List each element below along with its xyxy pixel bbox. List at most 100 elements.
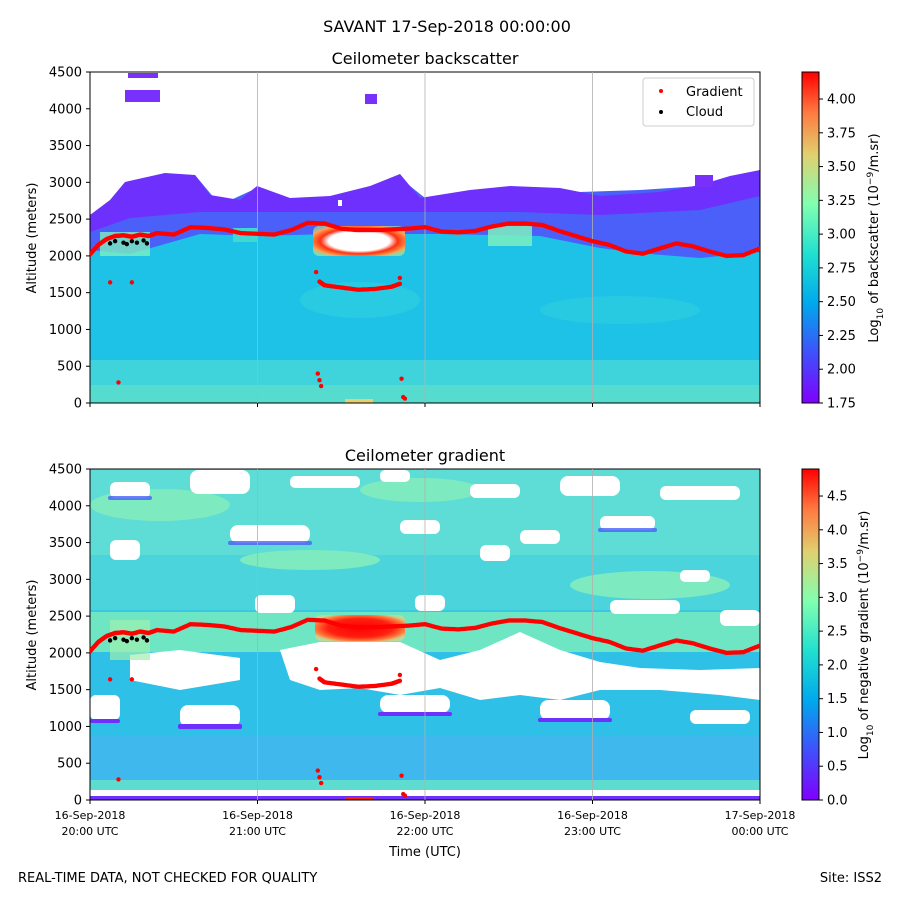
colorbar-tick-label: 2.50 — [827, 295, 856, 310]
top-y-ticks: 0 500 1000 1500 2000 2500 3000 3500 4000 4500 — [49, 66, 90, 412]
top-colorbar-ticks: 1.75 2.00 2.25 2.50 2.75 3.00 3.25 3.50 3.75 4.00 — [819, 93, 856, 412]
gradient-point — [313, 666, 319, 672]
gradient-point — [315, 371, 320, 376]
colorbar-tick-label: 1.5 — [827, 692, 848, 707]
gradient-point — [318, 780, 324, 786]
x-tick-time: 22:00 UTC — [396, 825, 453, 838]
colorbar-tick-label: 4.5 — [827, 490, 848, 505]
cloud-point — [124, 638, 130, 644]
colorbar-tick-label: 3.50 — [827, 160, 856, 175]
gradient-point — [397, 275, 403, 281]
y-tick-label: 1500 — [49, 683, 82, 698]
cloud-point — [144, 638, 150, 643]
y-tick-label: 3500 — [49, 536, 82, 551]
top-y-axis-label: Altitude (meters) — [25, 183, 40, 294]
cloud-point — [107, 241, 113, 246]
y-tick-label: 3500 — [49, 139, 82, 154]
bottom-x-axis-label: Time (UTC) — [388, 845, 461, 860]
colorbar-tick-label: 3.75 — [827, 126, 856, 141]
y-tick-label: 2500 — [49, 213, 82, 228]
colorbar-tick-label: 2.0 — [827, 658, 848, 673]
top-colorbar: 1.75 2.00 2.25 2.50 2.75 3.00 3.25 3.50 3.75 4.00… — [801, 71, 886, 412]
colorbar-tick-label: 1.0 — [827, 726, 848, 741]
cloud-point — [134, 637, 140, 642]
x-tick-time: 23:00 UTC — [564, 825, 621, 838]
top-gridlines — [257, 72, 593, 403]
x-tick-date: 17-Sep-2018 — [725, 809, 796, 822]
cloud-point — [129, 635, 135, 641]
cloud-point — [107, 638, 113, 643]
y-tick-label: 4500 — [49, 66, 82, 81]
legend-gradient-label: Gradient — [686, 85, 743, 100]
gradient-point — [397, 281, 403, 287]
y-tick-label: 4000 — [49, 499, 82, 514]
gradient-point — [399, 773, 404, 778]
colorbar-tick-label: 2.75 — [827, 261, 856, 276]
cloud-point — [129, 238, 135, 244]
x-tick-time: 00:00 UTC — [731, 825, 788, 838]
colorbar-tick-label: 3.00 — [827, 228, 856, 243]
footer-quality-note: REAL-TIME DATA, NOT CHECKED FOR QUALITY — [18, 871, 317, 886]
legend-gradient-marker — [659, 89, 663, 93]
colorbar-tick-label: 2.00 — [827, 363, 856, 378]
gradient-point — [116, 380, 121, 385]
bottom-x-ticks: 16-Sep-2018 20:00 UTC 16-Sep-2018 21:00 UTC… — [55, 800, 796, 838]
x-tick-time: 20:00 UTC — [61, 825, 118, 838]
top-legend: Gradient Cloud — [642, 77, 755, 127]
gradient-point — [318, 383, 324, 389]
colorbar-tick-label: 3.5 — [827, 557, 848, 572]
x-tick-date: 16-Sep-2018 — [222, 809, 293, 822]
cloud-point — [121, 637, 126, 642]
gradient-point — [129, 677, 135, 682]
gradient-point — [129, 280, 135, 285]
top-x-ticks — [89, 403, 761, 407]
top-axes: 0 500 1000 1500 2000 2500 3000 3500 4000 4500 — [49, 66, 761, 412]
bottom-colorbar-label: Log10 of negative gradient (10−9/m.sr) — [856, 511, 876, 760]
bottom-y-axis-label: Altitude (meters) — [25, 580, 40, 691]
bottom-axes: 0 500 1000 1500 2000 2500 3000 3500 4000 4500 16-… — [49, 463, 795, 839]
y-tick-label: 1500 — [49, 286, 82, 301]
figure-title: SAVANT 17-Sep-2018 00:00:00 — [323, 17, 571, 36]
gradient-point — [116, 777, 121, 782]
cloud-point — [112, 635, 118, 641]
x-tick-date: 16-Sep-2018 — [55, 809, 126, 822]
gradient-point — [402, 793, 408, 798]
colorbar-tick-label: 0.5 — [827, 760, 848, 775]
y-tick-label: 2500 — [49, 610, 82, 625]
y-tick-label: 1000 — [49, 720, 82, 735]
cloud-point — [112, 238, 118, 244]
gradient-point — [402, 396, 408, 401]
gradient-point — [757, 643, 760, 648]
gradient-point — [399, 376, 404, 381]
top-chart-title: Ceilometer backscatter — [332, 49, 519, 68]
colorbar-tick-label: 2.5 — [827, 625, 848, 640]
cloud-point — [141, 635, 146, 640]
footer-site: Site: ISS2 — [820, 871, 882, 886]
gradient-point — [107, 677, 113, 682]
bottom-y-ticks: 0 500 1000 1500 2000 2500 3000 3500 4000 4500 — [49, 463, 90, 809]
y-tick-label: 3000 — [49, 176, 82, 191]
y-tick-label: 0 — [74, 794, 82, 809]
colorbar-tick-label: 4.0 — [827, 523, 848, 538]
gradient-point — [317, 377, 322, 383]
top-colorbar-label: Log10 of backscatter (10−9/m.sr) — [866, 133, 886, 342]
colorbar-tick-label: 3.25 — [827, 194, 856, 209]
cloud-point — [141, 238, 146, 243]
colorbar-tick-label: 1.75 — [827, 397, 856, 412]
colorbar-tick-label: 3.0 — [827, 591, 848, 606]
x-tick-date: 16-Sep-2018 — [390, 809, 461, 822]
colorbar-tick-label: 0.0 — [827, 794, 848, 809]
y-tick-label: 4000 — [49, 102, 82, 117]
gradient-point — [397, 678, 403, 684]
bottom-gridlines — [257, 469, 593, 800]
cloud-point — [124, 241, 130, 247]
colorbar-tick-label: 4.00 — [827, 93, 856, 108]
gradient-point — [397, 672, 403, 678]
top-markers — [90, 220, 760, 401]
legend-cloud-label: Cloud — [686, 105, 723, 120]
y-tick-label: 500 — [57, 757, 82, 772]
gradient-point — [757, 246, 760, 251]
bottom-colorbar-ticks: 0.0 0.5 1.0 1.5 2.0 2.5 3.0 3.5 4.0 4.5 — [819, 490, 848, 809]
gradient-point — [313, 269, 319, 275]
